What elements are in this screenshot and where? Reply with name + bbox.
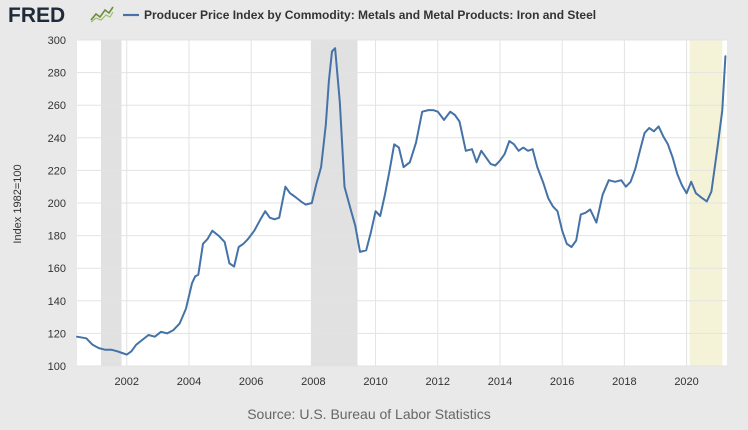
y-tick-label-240: 240	[48, 133, 66, 145]
y-tick-label-120: 120	[48, 328, 66, 340]
x-tick-label-2020: 2020	[674, 376, 698, 388]
y-tick-label-220: 220	[48, 165, 66, 177]
x-tick-label-2018: 2018	[612, 376, 636, 388]
fred-logo[interactable]: FRED	[8, 4, 65, 27]
y-axis-label: Index 1982=100	[12, 164, 24, 243]
x-tick-label-2002: 2002	[115, 376, 139, 388]
chart-title: Producer Price Index by Commodity: Metal…	[144, 8, 596, 22]
y-tick-label-200: 200	[48, 198, 66, 210]
x-axis-ticks: 2002 2004 2006 2008 2010 2012 2014 2016 2018 2020	[115, 376, 699, 388]
x-tick-label-2010: 2010	[363, 376, 387, 388]
y-tick-label-260: 260	[48, 100, 66, 112]
y-tick-label-280: 280	[48, 68, 66, 80]
series-line-1	[76, 47, 727, 356]
trend-line-icon	[90, 6, 114, 23]
header: FRED Producer Price Index by Commodity: …	[8, 4, 596, 27]
y-tick-label-180: 180	[48, 231, 66, 243]
x-tick-label-2014: 2014	[488, 376, 512, 388]
y-tick-label-160: 160	[48, 263, 66, 275]
x-tick-label-2016: 2016	[550, 376, 574, 388]
y-tick-label-140: 140	[48, 296, 66, 308]
source-note: Source: U.S. Bureau of Labor Statistics	[247, 406, 491, 422]
x-tick-label-2008: 2008	[301, 376, 325, 388]
y-tick-label-100: 100	[48, 361, 66, 373]
y-tick-label-300: 300	[48, 35, 66, 47]
gridlines	[77, 39, 727, 367]
x-tick-label-2004: 2004	[177, 376, 201, 388]
series-layer	[76, 47, 727, 356]
y-axis-ticks: 100 120 140 160 180 200 220 240 260 280 300	[48, 35, 66, 373]
x-tick-label-2006: 2006	[239, 376, 263, 388]
x-tick-label-2012: 2012	[426, 376, 450, 388]
